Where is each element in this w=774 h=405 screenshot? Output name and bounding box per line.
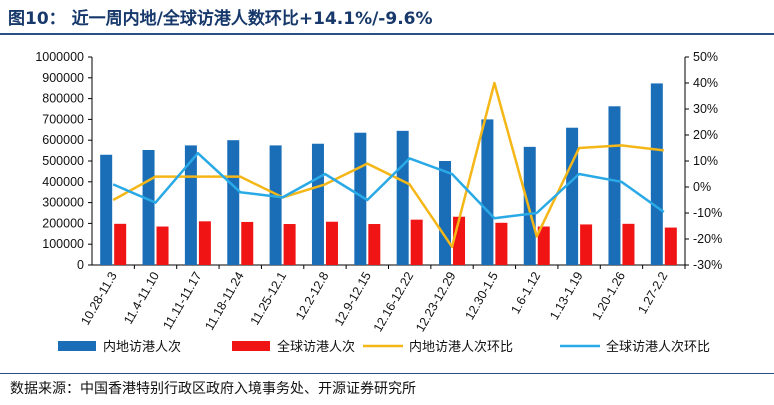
x-tick-label: 12.9-12.15	[332, 269, 374, 328]
bar-mainland-visitors	[608, 106, 621, 266]
y-left-tick-label: 800000	[42, 92, 84, 106]
bar-global-visitors	[580, 224, 593, 265]
line-global-qoq	[112, 151, 665, 220]
y-left-tick-label: 0	[77, 258, 84, 272]
y-left-tick-label: 700000	[42, 112, 84, 126]
x-tick-label: 12.23-12.29	[413, 269, 459, 334]
y-right-tick-label: 30%	[693, 102, 718, 116]
x-tick-label: 1.6-1.12	[508, 269, 543, 316]
x-tick-label: 11.18-11.24	[202, 269, 247, 332]
bar-global-visitors	[156, 226, 169, 265]
y-left-tick-label: 900000	[42, 71, 84, 85]
y-left-tick-label: 600000	[42, 133, 84, 147]
line-mainland-qoq	[112, 81, 664, 249]
bar-global-visitors	[325, 221, 338, 265]
bar-mainland-visitors	[227, 140, 240, 265]
y-left-tick-label: 300000	[42, 196, 84, 210]
y-left-tick-label: 200000	[42, 216, 84, 230]
x-tick-label: 1.27-2.2	[635, 269, 670, 316]
x-tick-label: 12.16-12.22	[371, 269, 417, 334]
bar-mainland-visitors	[142, 149, 155, 265]
figure-title: 图10： 近一周内地/全球访港人数环比+14.1%/-9.6%	[0, 0, 774, 32]
y-left-tick-label: 100000	[42, 237, 84, 251]
bar-mainland-visitors	[100, 154, 113, 265]
legend-mainland-visitors-label: 内地访港人次	[103, 339, 181, 355]
x-tick-label: 1.20-1.26	[590, 269, 629, 322]
source-note: 数据来源：中国香港特别行政区政府入境事务处、开源证券研究所	[10, 381, 416, 397]
y-left-tick-label: 500000	[42, 154, 84, 168]
y-left-tick-label: 1000000	[35, 50, 84, 64]
bar-global-visitors	[664, 227, 677, 265]
x-tick-label: 12.30-1.5	[462, 269, 501, 322]
y-right-tick-label: 10%	[693, 154, 718, 168]
figure-label: 图10：	[8, 8, 66, 29]
x-tick-label: 1.13-1.19	[547, 269, 586, 322]
y-right-tick-label: 20%	[693, 128, 718, 142]
legend-global-visitors-label: 全球访港人次	[277, 339, 355, 355]
bar-global-visitors	[537, 226, 550, 265]
x-tick-label: 12.2-12.8	[293, 269, 332, 322]
bar-mainland-visitors	[311, 143, 324, 265]
legend-global-visitors-swatch	[232, 341, 270, 351]
x-tick-label: 11.4-11.10	[121, 269, 162, 326]
source-divider	[0, 373, 774, 374]
bar-mainland-visitors	[566, 127, 579, 265]
bar-global-visitors	[495, 222, 508, 265]
bar-global-visitors	[622, 223, 635, 265]
legend-global-qoq-label: 全球访港人次环比	[606, 339, 710, 355]
bar-mainland-visitors	[396, 130, 409, 265]
bar-global-visitors	[198, 221, 211, 265]
bar-mainland-visitors	[184, 145, 197, 265]
bar-global-visitors	[114, 223, 127, 265]
x-tick-label: 11.11-11.17	[160, 269, 204, 331]
y-right-tick-label: -20%	[693, 232, 722, 246]
bar-mainland-visitors	[523, 146, 536, 265]
y-right-tick-label: 50%	[693, 50, 718, 64]
y-left-tick-label: 400000	[42, 175, 84, 189]
bar-mainland-visitors	[481, 119, 494, 266]
y-right-tick-label: -30%	[693, 258, 722, 272]
legend-mainland-qoq-label: 内地访港人次环比	[409, 339, 513, 355]
combo-chart: 0 100000 200000 300000 400000 500000 600000 700…	[35, 50, 722, 355]
y-right-tick-label: -10%	[693, 206, 722, 220]
x-tick-label: 11.25-12.1	[248, 269, 290, 327]
bar-mainland-visitors	[650, 83, 663, 265]
bar-global-visitors	[368, 224, 381, 265]
bar-mainland-visitors	[269, 145, 282, 265]
y-right-tick-label: 40%	[693, 76, 718, 90]
y-right-tick-label: 0%	[693, 180, 711, 194]
title-divider	[0, 33, 774, 35]
x-tick-label: 10.28-11.3	[78, 269, 120, 327]
figure-title-text: 近一周内地/全球访港人数环比+14.1%/-9.6%	[71, 8, 433, 29]
legend-mainland-visitors-swatch	[58, 341, 96, 351]
bar-mainland-visitors	[439, 161, 452, 265]
bar-global-visitors	[241, 221, 254, 265]
bar-global-visitors	[410, 219, 423, 265]
bar-global-visitors	[283, 224, 296, 265]
